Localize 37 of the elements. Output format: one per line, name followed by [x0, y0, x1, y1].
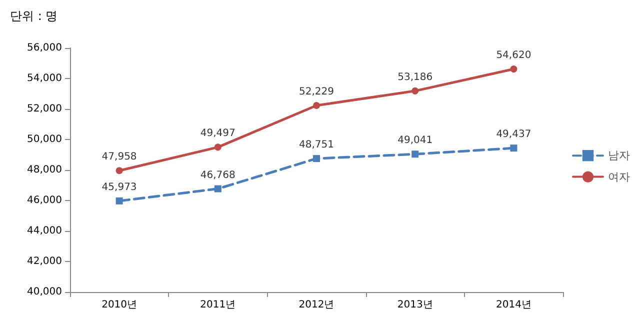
data-label: 49,437: [496, 129, 532, 140]
data-label: 53,186: [398, 72, 433, 83]
data-label: 46,768: [200, 170, 236, 181]
y-tick-label: 54,000: [27, 73, 62, 84]
y-tick-label: 40,000: [27, 286, 62, 298]
point: [510, 66, 518, 73]
x-tick-label: 2013년: [397, 300, 433, 310]
point: [313, 155, 320, 162]
point: [412, 150, 419, 158]
point: [412, 87, 419, 94]
data-label: 54,620: [496, 50, 532, 62]
y-tick-label: 52,000: [27, 104, 62, 114]
data-label: 49,041: [398, 135, 433, 146]
legend-label: 여자: [608, 170, 630, 184]
y-tick-label: 44,000: [27, 226, 62, 236]
x-tick-label: 2014년: [496, 300, 532, 310]
data-label: 45,973: [102, 182, 137, 193]
data-label: 48,751: [299, 140, 334, 151]
x-tick-label: 2010년: [102, 300, 138, 310]
y-tick-label: 46,000: [27, 195, 62, 206]
point: [214, 144, 222, 151]
data-label: 52,229: [299, 86, 334, 98]
text: 단위 : 명: [10, 9, 58, 23]
y-tick-label: 50,000: [27, 134, 62, 145]
x-tick-label: 2012년: [298, 300, 334, 310]
point: [313, 102, 320, 110]
data-label: 49,497: [200, 128, 236, 140]
point: [214, 185, 222, 192]
point: [510, 144, 518, 152]
y-tick-label: 56,000: [27, 42, 62, 54]
legend-label: 남자: [608, 149, 630, 162]
x-tick-label: 2011년: [200, 300, 236, 310]
y-tick-label: 42,000: [27, 256, 62, 267]
y-tick-label: 48,000: [27, 164, 62, 176]
point: [116, 197, 123, 204]
data-label: 47,958: [102, 152, 137, 163]
point: [116, 167, 123, 174]
